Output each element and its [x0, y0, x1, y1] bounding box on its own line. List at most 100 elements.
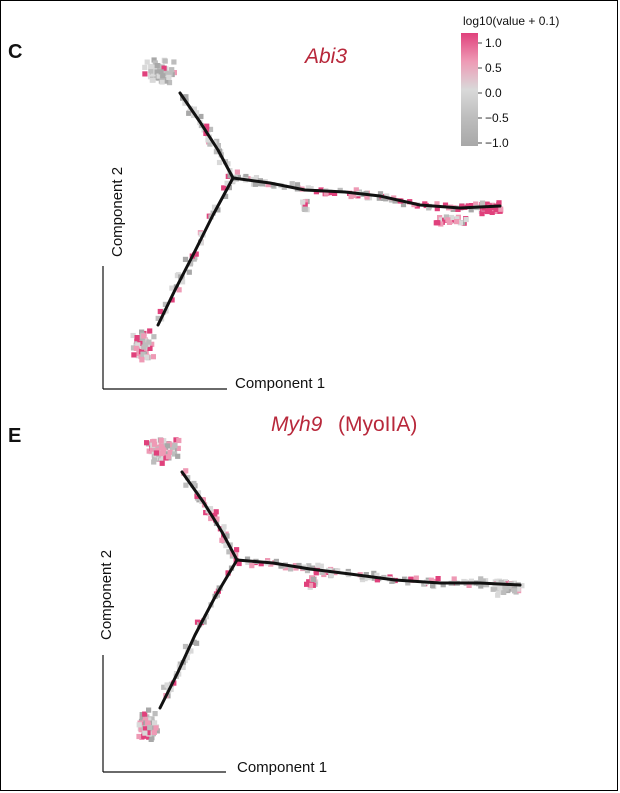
cell-point: [139, 717, 145, 723]
y-axis-label-e: Component 2: [98, 550, 115, 640]
cell-point: [408, 576, 414, 582]
cell-point: [158, 64, 164, 70]
cell-point: [175, 453, 181, 459]
cell-point: [480, 578, 486, 584]
cell-point: [149, 341, 155, 347]
cell-point: [421, 581, 427, 587]
cell-point: [151, 334, 157, 340]
trajectory-branch: [178, 91, 235, 180]
cell-point: [150, 354, 156, 360]
cell-point: [131, 352, 137, 358]
cell-point: [511, 580, 517, 586]
cell-point: [454, 219, 460, 225]
cell-point: [215, 207, 221, 213]
cell-point: [136, 722, 142, 728]
cell-point: [400, 202, 407, 208]
cell-point: [414, 203, 420, 209]
cell-point: [294, 182, 301, 188]
cell-point: [323, 190, 329, 196]
cell-point: [371, 570, 377, 576]
cell-point: [221, 524, 227, 530]
cell-point: [224, 180, 230, 186]
cell-point: [167, 71, 173, 77]
cell-point: [451, 576, 457, 582]
cell-point: [430, 583, 436, 589]
cell-point: [498, 579, 504, 585]
cell-point: [234, 169, 240, 175]
cell-point: [289, 181, 295, 187]
trajectory-branch: [235, 558, 522, 587]
cell-point: [159, 450, 165, 457]
cell-point: [449, 214, 455, 221]
cell-point: [307, 582, 314, 588]
cell-point: [158, 443, 164, 449]
cell-point: [147, 345, 153, 351]
gene-title-c: Abi3: [303, 45, 347, 68]
cell-point: [302, 202, 308, 208]
cell-point: [150, 71, 156, 77]
trajectory-branch: [231, 176, 502, 210]
cell-point: [498, 206, 504, 212]
cell-point: [183, 482, 189, 488]
cell-point: [152, 711, 158, 717]
cell-point: [469, 203, 475, 209]
cell-point: [335, 568, 341, 574]
cell-point: [313, 570, 319, 576]
cell-point: [154, 63, 160, 69]
cell-point: [130, 332, 136, 339]
cell-point: [512, 588, 518, 594]
cell-point: [219, 537, 225, 543]
x-axis-label-e: Component 1: [237, 759, 327, 776]
cell-point: [348, 193, 354, 200]
cell-point: [166, 74, 172, 80]
cell-point: [223, 543, 229, 549]
cell-point: [142, 71, 148, 77]
cell-point: [273, 558, 279, 564]
cell-point: [440, 582, 446, 588]
cell-point: [478, 583, 484, 589]
cell-point: [133, 345, 139, 351]
cell-point: [194, 640, 200, 646]
cell-point: [148, 63, 154, 70]
cell-point: [176, 287, 182, 293]
cell-point: [304, 568, 311, 574]
cell-point: [143, 717, 149, 723]
cell-point: [161, 684, 167, 690]
cell-point: [288, 566, 294, 572]
cell-point: [473, 201, 479, 207]
cell-point: [166, 80, 173, 86]
cell-point: [167, 449, 173, 455]
cell-point: [175, 445, 181, 451]
y-axis-label-c: Component 2: [109, 167, 126, 257]
cell-point: [455, 206, 461, 212]
cell-point: [151, 57, 157, 63]
cell-point: [144, 714, 150, 720]
gene-title-suffix-e: (MyoIIA): [338, 413, 417, 436]
cell-point: [519, 583, 525, 589]
cell-point: [328, 572, 334, 578]
cell-point: [134, 335, 140, 341]
cell-point: [434, 201, 440, 207]
cell-point: [479, 211, 485, 217]
cell-point: [154, 447, 160, 453]
cell-point: [249, 563, 255, 569]
cell-point: [479, 200, 486, 206]
panel-e: E Myh9 (MyoIIA) Component 1 Component 2: [8, 413, 525, 776]
panel-letter-c: C: [8, 41, 22, 63]
cell-point: [208, 515, 214, 522]
cell-point: [164, 682, 170, 688]
cell-point: [169, 67, 175, 73]
cell-point: [150, 725, 156, 731]
cell-point: [147, 328, 153, 334]
legend-tick-label: −1.0: [485, 136, 509, 150]
cell-point: [143, 354, 150, 360]
cell-point: [244, 556, 251, 562]
cell-point: [212, 512, 218, 518]
cell-point: [203, 614, 209, 620]
cell-point: [140, 339, 146, 345]
trajectory-tree-e: [158, 470, 522, 710]
cell-point: [377, 191, 384, 197]
cell-point: [457, 220, 463, 226]
cell-point: [161, 65, 167, 71]
cell-point: [182, 100, 188, 106]
